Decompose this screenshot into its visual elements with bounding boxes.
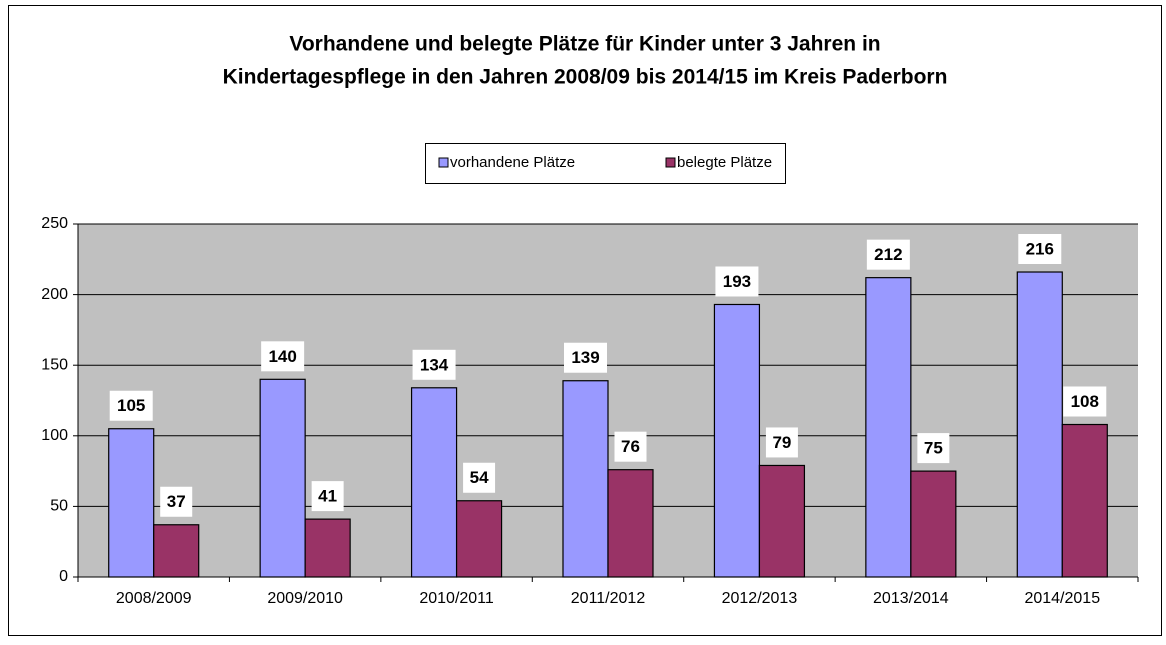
legend-box (425, 143, 786, 184)
legend-label: vorhandene Plätze (450, 154, 575, 171)
legend-swatch (438, 157, 449, 168)
value-label: 75 (924, 439, 943, 458)
x-tick-label: 2009/2010 (267, 590, 343, 607)
value-label-bg (160, 486, 193, 517)
y-tick-label: 100 (41, 427, 68, 444)
bar (713, 303, 761, 578)
value-label: 193 (723, 272, 751, 291)
value-label: 105 (117, 396, 145, 415)
value-label: 216 (1026, 239, 1054, 258)
value-label-bg (412, 349, 456, 380)
value-label-bg (866, 239, 910, 270)
value-label: 37 (167, 492, 186, 511)
value-label-bg (917, 433, 950, 464)
value-label: 139 (571, 348, 599, 367)
value-label-bg (261, 341, 305, 372)
value-label: 79 (772, 433, 791, 452)
x-tick-label: 2013/2014 (873, 590, 949, 607)
value-label-bg (1063, 386, 1107, 417)
y-tick-label: 0 (59, 568, 68, 585)
bar (910, 470, 957, 578)
y-tick-label: 50 (50, 498, 68, 515)
bar (865, 277, 912, 578)
value-label: 76 (621, 437, 640, 456)
bar (562, 380, 609, 578)
bar (607, 469, 654, 578)
value-label-bg (463, 462, 496, 493)
chart-title: Kindertagespflege in den Jahren 2008/09 … (223, 66, 948, 89)
bar (1016, 271, 1063, 578)
value-label-bg (765, 427, 798, 458)
value-label: 108 (1071, 392, 1099, 411)
bar (153, 524, 200, 578)
value-label-bg (564, 342, 607, 373)
x-tick-label: 2012/2013 (722, 590, 798, 607)
bar (455, 500, 503, 578)
value-label: 54 (470, 468, 489, 487)
value-label-bg (715, 266, 759, 297)
y-tick-label: 200 (41, 286, 68, 303)
value-label: 140 (268, 347, 296, 366)
legend-label: belegte Plätze (677, 154, 772, 171)
bar (108, 428, 155, 578)
value-label-bg (614, 431, 647, 462)
bar (410, 387, 458, 578)
y-tick-label: 250 (41, 215, 68, 232)
value-label: 212 (874, 245, 902, 264)
bar (1061, 423, 1108, 578)
x-tick-label: 2014/2015 (1024, 590, 1100, 607)
y-tick-label: 150 (41, 356, 68, 373)
value-label-bg (1018, 234, 1062, 265)
value-label: 41 (318, 487, 337, 506)
x-tick-label: 2008/2009 (116, 590, 192, 607)
value-label-bg (311, 481, 344, 512)
bar (758, 464, 806, 578)
chart-title: Vorhandene und belegte Plätze für Kinder… (289, 33, 880, 56)
bar (304, 518, 351, 578)
value-label-bg (109, 390, 153, 421)
value-label: 134 (420, 355, 449, 374)
bar (259, 378, 306, 578)
legend-swatch (665, 157, 676, 168)
x-tick-label: 2010/2011 (419, 590, 494, 607)
x-tick-label: 2011/2012 (571, 590, 646, 607)
